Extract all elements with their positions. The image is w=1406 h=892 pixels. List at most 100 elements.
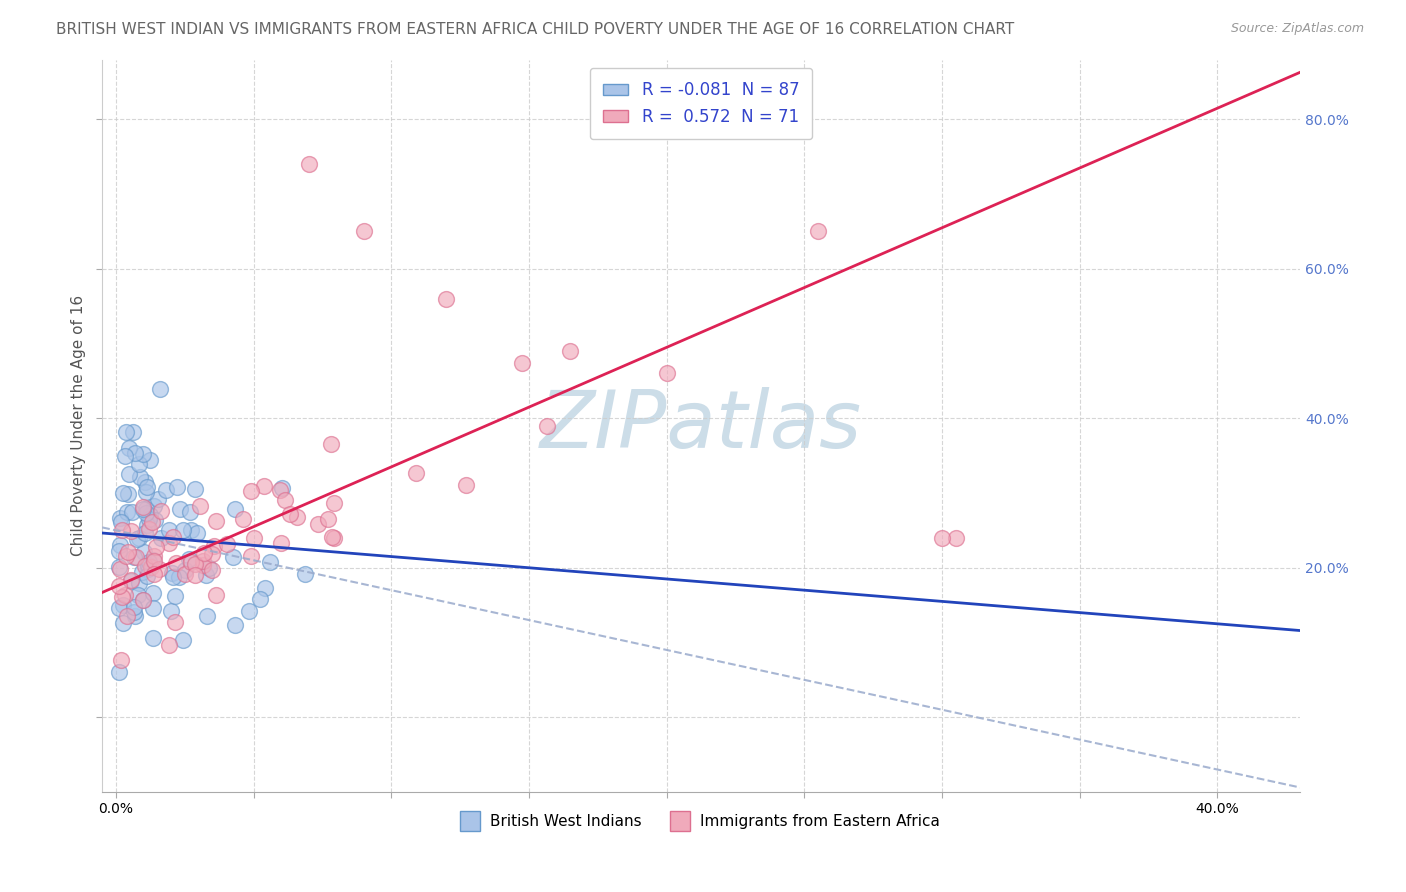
Point [124, 609, 146, 624]
Point [931, 531, 953, 545]
Point [183, 557, 205, 571]
Point [195, 568, 218, 582]
Point [135, 484, 157, 499]
Point [353, 225, 375, 239]
Point [321, 530, 343, 544]
Point [143, 554, 166, 568]
Point [132, 500, 155, 514]
Point [121, 505, 143, 519]
Point [108, 511, 131, 525]
Point [224, 618, 246, 632]
Point [167, 570, 190, 584]
Point [124, 446, 146, 460]
Point [166, 480, 188, 494]
Point [195, 609, 218, 624]
Point [239, 484, 262, 499]
Point [191, 558, 214, 572]
Point [269, 483, 291, 497]
Point [655, 367, 678, 381]
Point [142, 586, 165, 600]
Point [202, 539, 225, 553]
Point [131, 447, 153, 461]
Point [150, 531, 173, 545]
Point [145, 540, 167, 554]
Legend: British West Indians, Immigrants from Eastern Africa: British West Indians, Immigrants from Ea… [457, 808, 946, 836]
Point [115, 609, 138, 624]
Point [107, 601, 129, 615]
Point [117, 505, 139, 519]
Point [143, 549, 166, 563]
Point [224, 501, 246, 516]
Point [454, 478, 477, 492]
Point [177, 551, 200, 566]
Point [132, 545, 155, 559]
Point [124, 550, 146, 565]
Point [285, 510, 308, 524]
Point [124, 605, 146, 619]
Point [145, 513, 167, 527]
Point [111, 616, 134, 631]
Point [138, 512, 160, 526]
Point [132, 592, 155, 607]
Point [560, 344, 582, 359]
Point [114, 449, 136, 463]
Point [118, 467, 141, 482]
Point [134, 525, 156, 540]
Point [135, 480, 157, 494]
Point [204, 514, 226, 528]
Point [316, 512, 339, 526]
Point [157, 639, 180, 653]
Point [169, 502, 191, 516]
Point [143, 567, 166, 582]
Point [135, 501, 157, 516]
Point [143, 499, 166, 513]
Point [121, 425, 143, 439]
Point [180, 523, 202, 537]
Point [115, 425, 138, 439]
Text: Source: ZipAtlas.com: Source: ZipAtlas.com [1230, 22, 1364, 36]
Point [111, 590, 134, 604]
Point [163, 590, 186, 604]
Point [232, 512, 254, 526]
Point [141, 515, 163, 529]
Point [114, 589, 136, 603]
Point [136, 562, 159, 576]
Point [110, 653, 132, 667]
Point [108, 579, 131, 593]
Point [117, 487, 139, 501]
Point [238, 604, 260, 618]
Text: ZIPatlas: ZIPatlas [540, 387, 862, 465]
Point [165, 556, 187, 570]
Point [135, 569, 157, 583]
Point [136, 558, 159, 572]
Point [108, 538, 131, 552]
Point [107, 665, 129, 680]
Point [108, 559, 131, 574]
Point [253, 581, 276, 595]
Point [163, 615, 186, 630]
Point [436, 292, 458, 306]
Point [138, 522, 160, 536]
Point [128, 470, 150, 484]
Point [157, 535, 180, 549]
Point [274, 493, 297, 508]
Point [510, 356, 533, 370]
Point [807, 225, 830, 239]
Point [112, 598, 135, 612]
Point [131, 565, 153, 579]
Point [117, 544, 139, 558]
Point [184, 568, 207, 582]
Point [159, 603, 181, 617]
Point [134, 559, 156, 574]
Point [111, 524, 134, 538]
Point [217, 537, 239, 551]
Point [307, 516, 329, 531]
Point [945, 531, 967, 545]
Point [125, 550, 148, 565]
Point [162, 570, 184, 584]
Point [205, 588, 228, 602]
Y-axis label: Child Poverty Under the Age of 16: Child Poverty Under the Age of 16 [72, 295, 86, 557]
Point [125, 533, 148, 547]
Point [174, 567, 197, 582]
Point [139, 453, 162, 467]
